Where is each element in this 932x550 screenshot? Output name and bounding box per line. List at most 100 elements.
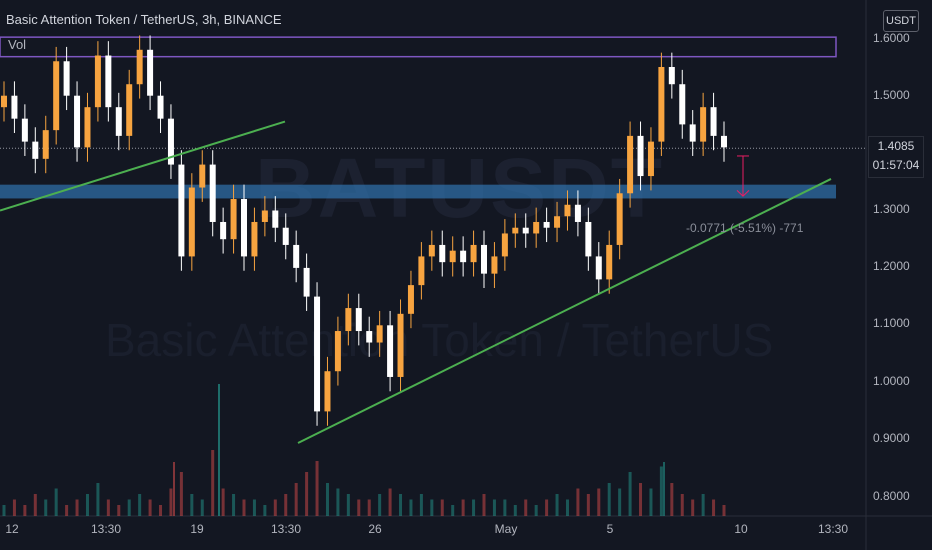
volume-bar [534,505,538,516]
candle-body [272,210,279,228]
candle-body [522,227,529,234]
volume-bar [315,461,319,516]
currency-badge[interactable]: USDT [883,10,919,32]
volume-bar [190,494,194,516]
volume-bar [565,499,569,516]
candle-body [407,285,414,314]
candle-body [627,135,634,194]
volume-bar [117,505,121,516]
volume-bar [2,505,6,516]
candle-body [241,199,247,257]
candle-body [199,164,206,188]
candle-body [637,135,644,177]
candle-body [397,313,404,377]
volume-bar [712,499,716,516]
candle-body [470,244,477,263]
x-tick-label: 13:30 [90,522,122,536]
x-tick-label: 13:30 [817,522,849,536]
x-tick-label: 10 [734,522,748,536]
candle-body [209,164,216,222]
candle-body [42,130,49,159]
candle-body [126,84,133,136]
candle-body [303,267,310,297]
volume-bar [639,483,643,516]
volume-indicator-label[interactable]: Vol [8,37,27,52]
volume-bar [722,505,726,516]
candle-body [564,204,571,217]
volume-bar [649,488,653,516]
candle-body [679,84,686,125]
volume-bar [284,494,288,516]
candle-body [251,221,258,257]
candle-body [533,221,540,234]
candle-body [616,193,623,245]
volume-bar [85,494,89,516]
x-tick-label: 26 [368,522,382,536]
volume-bar [336,488,340,516]
candle-body [387,325,394,377]
candle-body [188,187,195,257]
candle-body [710,107,717,136]
measure-arrow [736,190,750,197]
candle-body [543,221,550,228]
volume-bar [399,494,403,516]
volume-bar [670,483,674,516]
candle-body [282,227,289,245]
volume-bar [200,499,204,516]
volume-bar [221,488,225,516]
candle-body [689,124,696,142]
candle-body [74,95,81,148]
volume-bar [451,505,455,516]
candle-body [658,67,665,142]
candle-body [115,107,122,136]
volume-bar [33,494,37,516]
volume-bar [232,494,236,516]
volume-bar [545,499,549,516]
volume-bar [482,494,486,516]
volume-bar [378,494,382,516]
candle-body [94,55,101,108]
candle-body [574,204,581,222]
support-zone [0,184,836,199]
volume-bar [169,488,173,516]
candle-body [355,308,362,332]
y-tick-label: 1.0000 [873,374,910,388]
volume-bar [12,499,16,516]
volume-bar [513,505,517,516]
volume-bar [367,499,371,516]
candle-body [178,164,185,257]
candle-body [147,49,154,96]
last-price-tag: 1.4085 01:57:04 [868,136,924,178]
volume-bar [430,499,434,516]
volume-bar [44,499,48,516]
x-tick-label: 13:30 [270,522,302,536]
price-range-measure-label: -0.0771 (-5.51%) -771 [686,221,804,235]
candle-body [449,250,456,263]
candle-body [481,244,487,274]
candle-body [460,250,467,263]
x-tick-label: 5 [606,522,614,536]
volume-bar [294,483,298,516]
y-tick-label: 1.1000 [873,316,910,330]
symbol-legend-title[interactable]: Basic Attention Token / TetherUS, 3h, BI… [6,12,282,27]
volume-bar [440,499,444,516]
volume-bar [524,499,528,516]
volume-bar [252,499,256,516]
volume-bar [54,488,58,516]
y-tick-label: 1.5000 [873,88,910,102]
y-tick-label: 1.2000 [873,259,910,273]
volume-bar [419,494,423,516]
candle-body [157,95,164,119]
y-tick-label: 0.9000 [873,431,910,445]
volume-bar [492,499,496,516]
y-tick-label: 0.8000 [873,489,910,503]
volume-bar [159,505,163,516]
candle-body [595,256,602,280]
volume-bar [597,488,601,516]
volume-bar [555,494,559,516]
candle-body [376,325,383,343]
candle-body [314,296,321,412]
x-tick-label: 12 [5,522,19,536]
trendline-lower [297,178,832,444]
